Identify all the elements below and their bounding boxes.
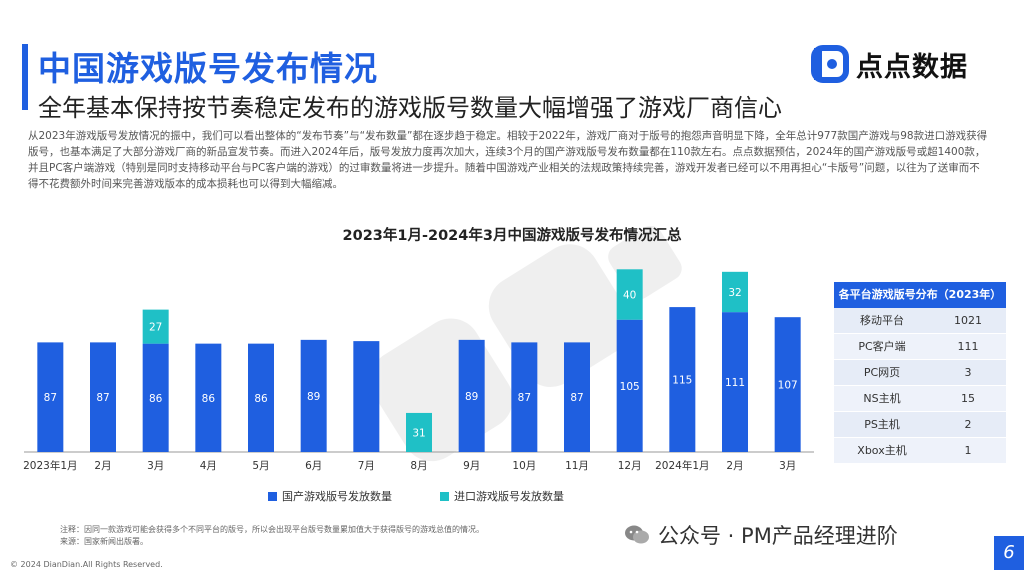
notes: 注释：因同一款游戏可能会获得多个不同平台的版号，所以会出现平台版号数量累加值大于… — [60, 524, 484, 548]
bar-domestic — [511, 342, 538, 452]
copyright: © 2024 DianDian.All Rights Reserved. — [10, 560, 163, 569]
platform-name: NS主机 — [863, 392, 901, 405]
data-label-domestic: 105 — [620, 381, 640, 393]
platform-count: 1021 — [954, 314, 982, 327]
x-tick-label: 7月 — [358, 460, 375, 472]
page-title: 中国游戏版号发布情况 — [38, 49, 378, 88]
x-tick-label: 8月 — [410, 460, 427, 472]
data-label-domestic: 89 — [307, 391, 320, 403]
bar-domestic — [300, 339, 327, 452]
platform-count: 15 — [961, 392, 975, 405]
platform-count: 1 — [964, 444, 972, 457]
table-row: PC客户端 111 — [834, 334, 1006, 360]
bar-domestic — [353, 341, 380, 452]
bar-imported — [616, 269, 643, 320]
data-label-domestic: 87 — [44, 392, 57, 404]
data-label-domestic: 87 — [570, 392, 583, 404]
platform-count: 3 — [964, 366, 972, 379]
legend-label-imported: 进口游戏版号发放数量 — [454, 490, 564, 503]
bar-domestic — [458, 339, 485, 452]
x-tick-label: 5月 — [252, 460, 269, 472]
data-label-domestic: 111 — [725, 377, 745, 389]
diandian-logo-icon — [811, 45, 849, 83]
data-label-domestic: 87 — [96, 392, 109, 404]
data-label-imported: 32 — [728, 287, 741, 299]
platform-name: PC网页 — [863, 366, 901, 379]
bar-domestic — [90, 342, 116, 452]
x-tick-label: 10月 — [512, 460, 536, 472]
bar-domestic — [774, 317, 801, 452]
table-row: PS主机 2 — [834, 412, 1006, 438]
table-header: 各平台游戏版号分布（2023年） — [834, 282, 1006, 308]
x-tick-label: 12月 — [618, 460, 642, 472]
x-tick-label: 11月 — [565, 460, 589, 472]
platform-name: Xbox主机 — [857, 444, 907, 457]
wechat-icon — [625, 525, 649, 544]
bar-domestic — [37, 342, 64, 452]
bar-domestic — [248, 343, 274, 452]
bar-imported — [406, 412, 432, 452]
data-label-domestic: 107 — [778, 380, 798, 392]
x-tick-label: 3月 — [779, 460, 796, 472]
legend-label-domestic: 国产游戏版号发放数量 — [282, 490, 392, 503]
data-label-domestic: 86 — [202, 393, 216, 405]
data-label-domestic: 87 — [518, 392, 531, 404]
x-tick-label: 6月 — [305, 460, 322, 472]
note-line: 注释：因同一款游戏可能会获得多个不同平台的版号，所以会出现平台版号数量累加值大于… — [60, 525, 484, 534]
wechat-account: 公众号 · PM产品经理进阶 — [624, 520, 898, 550]
page-subtitle: 全年基本保持按节奏稳定发布的游戏版号数量大幅增强了游戏厂商信心 — [38, 94, 782, 122]
x-tick-label: 2023年1月 — [23, 459, 77, 472]
platform-distribution-table: 各平台游戏版号分布（2023年） 移动平台 1021 PC客户端 111 PC网页 3 NS… — [834, 282, 1006, 464]
data-label-domestic: 86 — [149, 393, 163, 405]
platform-name: PS主机 — [864, 418, 900, 431]
data-label-imported: 31 — [412, 427, 425, 439]
legend-swatch-imported — [440, 491, 449, 501]
x-tick-label: 2月 — [726, 460, 743, 472]
bar-domestic — [195, 343, 222, 452]
intro-paragraph: 从2023年游戏版号发放情况的振中，我们可以看出整体的“发布节奏”与“发布数量”… — [28, 130, 988, 190]
table-row: PC网页 3 — [834, 360, 1006, 386]
page-number: 6 — [994, 536, 1024, 570]
table-row: 移动平台 1021 — [834, 308, 1006, 334]
x-tick-label: 2月 — [94, 460, 111, 472]
data-label-domestic: 89 — [465, 391, 478, 403]
brand-logo: 点点数据 — [810, 44, 968, 84]
platform-name: PC客户端 — [858, 340, 906, 353]
platform-name: 移动平台 — [860, 314, 904, 327]
data-label-domestic: 115 — [672, 375, 692, 387]
brand-name: 点点数据 — [856, 51, 968, 83]
bar-domestic — [564, 342, 590, 452]
x-tick-label: 3月 — [147, 460, 164, 472]
platform-count: 111 — [957, 340, 979, 353]
bar-chart: 87 2023年1月 87 2月 86 27 3月 86 4月 86 5月 89 6月 7月 31 8月 89 9… — [23, 269, 814, 472]
data-label-imported: 27 — [149, 322, 162, 334]
x-tick-label: 2024年1月 — [655, 459, 709, 472]
title-accent-bar — [22, 44, 28, 110]
source-line: 来源：国家新闻出版署。 — [60, 537, 148, 546]
table-row: NS主机 15 — [834, 386, 1006, 412]
data-label-imported: 40 — [623, 290, 636, 302]
table-row: Xbox主机 1 — [834, 438, 1006, 464]
x-tick-label: 9月 — [463, 460, 480, 472]
bar-domestic — [142, 343, 169, 452]
bar-domestic — [669, 307, 696, 452]
bar-domestic — [616, 319, 643, 452]
x-tick-label: 4月 — [200, 460, 217, 472]
platform-count: 2 — [964, 418, 972, 431]
legend-item-imported: 进口游戏版号发放数量 — [440, 488, 564, 504]
bar-imported — [722, 271, 748, 313]
bar-imported — [142, 309, 169, 344]
chart-title: 2023年1月-2024年3月中国游戏版号发布情况汇总 — [342, 228, 682, 244]
data-label-domestic: 86 — [254, 393, 268, 405]
legend-swatch-domestic — [268, 491, 277, 501]
wechat-account-name: 公众号 · PM产品经理进阶 — [658, 524, 898, 548]
legend-item-domestic: 国产游戏版号发放数量 — [268, 488, 392, 504]
chart-legend: 国产游戏版号发放数量 进口游戏版号发放数量 — [268, 488, 612, 504]
bar-domestic — [722, 312, 748, 452]
